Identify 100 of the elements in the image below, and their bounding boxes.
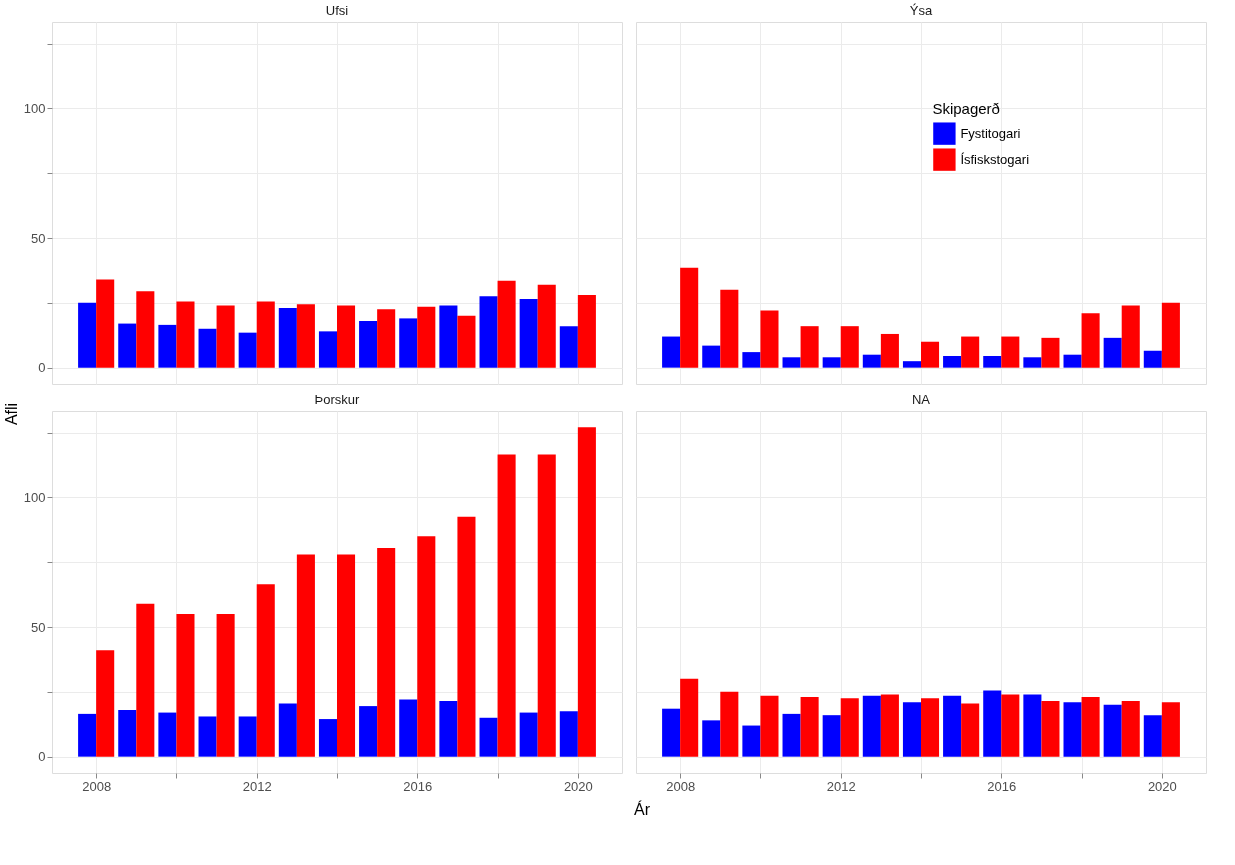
- bar: [457, 516, 476, 757]
- bar: [278, 308, 297, 368]
- bar: [902, 702, 921, 757]
- bar: [822, 357, 841, 368]
- bar: [943, 355, 962, 368]
- bar: [136, 603, 155, 757]
- bar: [702, 720, 721, 757]
- x-tick-label: 2016: [987, 778, 1017, 794]
- bar: [1041, 337, 1060, 368]
- bar: [359, 320, 378, 368]
- bar: [479, 717, 498, 757]
- bar: [983, 690, 1002, 757]
- bar: [961, 336, 980, 368]
- bar: [840, 698, 859, 757]
- bar: [497, 280, 516, 368]
- chart-title: NA: [911, 392, 931, 407]
- legend-label: Ísfiskstogari: [960, 151, 1030, 167]
- bar: [1041, 700, 1060, 757]
- bar: [377, 309, 396, 368]
- bar: [377, 547, 396, 757]
- bar: [559, 326, 578, 368]
- bar: [822, 715, 841, 757]
- y-tick-label: 100: [23, 100, 46, 116]
- bar: [256, 584, 275, 757]
- bar: [216, 614, 235, 757]
- bar: [278, 703, 297, 757]
- y-axis-title: Afli: [3, 402, 20, 426]
- bar: [1161, 302, 1180, 368]
- x-tick-label: 2008: [666, 778, 696, 794]
- x-tick-label: 2012: [242, 778, 272, 794]
- bar: [417, 306, 436, 368]
- bar: [961, 703, 980, 757]
- bar: [337, 554, 356, 757]
- chart-title: Þorskur: [314, 392, 361, 407]
- bar: [198, 716, 217, 757]
- bar: [1023, 694, 1042, 757]
- bar: [519, 298, 538, 368]
- bar: [720, 691, 739, 757]
- bar: [662, 708, 681, 757]
- bar: [238, 716, 257, 757]
- bar: [983, 355, 1002, 368]
- bar: [479, 296, 498, 368]
- bar: [680, 678, 699, 757]
- bar: [399, 699, 418, 757]
- bar: [118, 709, 137, 757]
- chart-title: Ýsa: [909, 3, 933, 18]
- bar: [1103, 704, 1122, 757]
- bar: [862, 695, 881, 757]
- bar: [96, 650, 115, 757]
- bar: [537, 284, 556, 368]
- bar: [1121, 700, 1140, 757]
- bar: [337, 305, 356, 368]
- bar: [256, 301, 275, 368]
- bar: [902, 361, 921, 368]
- bar: [742, 352, 761, 368]
- bar: [136, 291, 155, 368]
- bar: [176, 301, 195, 368]
- bar: [840, 326, 859, 368]
- bar: [118, 323, 137, 368]
- bar: [577, 427, 596, 757]
- bar: [1103, 337, 1122, 368]
- bar: [1023, 357, 1042, 368]
- bar: [78, 713, 97, 757]
- x-tick-label: 2008: [82, 778, 112, 794]
- y-tick-label: 50: [31, 619, 46, 635]
- bar: [782, 713, 801, 757]
- bar: [1143, 715, 1162, 757]
- legend-title: Skipagerð: [932, 99, 1000, 117]
- bar: [921, 698, 940, 757]
- x-tick-label: 2020: [1147, 778, 1177, 794]
- y-tick-label: 50: [31, 230, 46, 246]
- bar: [439, 305, 458, 368]
- bar: [921, 341, 940, 368]
- bar: [158, 324, 177, 368]
- chart-title: Ufsi: [325, 3, 349, 18]
- bar: [238, 332, 257, 368]
- bar: [417, 536, 436, 757]
- bar: [1063, 702, 1082, 757]
- bar: [399, 318, 418, 368]
- bar: [1001, 336, 1020, 368]
- legend-label: Fystitogari: [960, 125, 1021, 141]
- bar: [296, 554, 315, 757]
- bar: [680, 267, 699, 368]
- bar: [720, 289, 739, 368]
- bar: [800, 326, 819, 368]
- bar: [198, 328, 217, 368]
- bar: [1143, 350, 1162, 368]
- bar: [318, 331, 337, 368]
- x-axis-title: Ár: [634, 800, 651, 818]
- x-tick-label: 2020: [563, 778, 593, 794]
- y-tick-label: 0: [38, 749, 46, 765]
- bar: [800, 697, 819, 757]
- bar: [760, 310, 779, 368]
- bar: [176, 614, 195, 757]
- bar: [880, 333, 899, 368]
- bar: [537, 454, 556, 757]
- bar: [702, 345, 721, 368]
- bar: [880, 694, 899, 757]
- bar: [1081, 313, 1100, 368]
- bar: [577, 295, 596, 368]
